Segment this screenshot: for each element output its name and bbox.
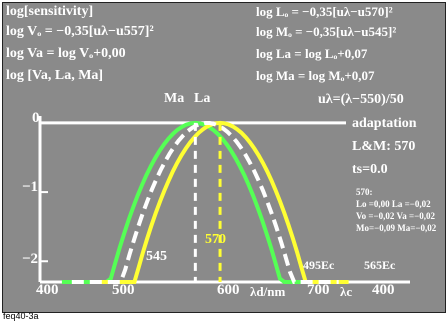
header-left-line3: log Va = log Vₒ+0,00 (6, 46, 126, 61)
header-left-line4: log [Va, La, Ma] (6, 68, 104, 83)
header-right-line1: log Lₒ = −0,35[uλ−u570]² (256, 4, 393, 19)
y-tick-minus1: −1 (22, 179, 39, 195)
header-right-line5: uλ=(λ−550)/50 (318, 92, 404, 107)
x-tick-700: 700 (307, 282, 330, 298)
header-right-line4: log Ma = log Mₒ+0,07 (256, 68, 375, 83)
x-tick-600: 600 (217, 282, 240, 298)
header-right-line3: log La = log Lₒ+0,07 (256, 46, 368, 61)
curve-white-557 (71, 121, 339, 284)
marker-la: La (194, 91, 211, 106)
legend-ts: ts=0.0 (352, 162, 388, 177)
header-left-line1: log[sensitivity] (6, 4, 94, 19)
x-axis-label-c: λc (340, 284, 353, 299)
x-tick-500: 500 (112, 282, 135, 298)
legend-block-title: 570: (356, 187, 373, 197)
plot-frame (2, 2, 446, 313)
legend-adaptation: adaptation (352, 116, 417, 131)
y-tick-0: 0 (32, 110, 40, 126)
y-tick-minus2: −2 (22, 251, 39, 267)
header-right-line2: log Mₒ = −0,35[uλ−u545]² (256, 24, 397, 39)
legend-lm: L&M: 570 (352, 139, 416, 154)
legend-row-mo: Mo=−0,09 Ma=−0,02 (356, 223, 437, 233)
legend-row-vo: Vo =−0,02 Va =−0,02 (356, 211, 435, 221)
annot-545: 545 (146, 249, 167, 264)
curve-green-545 (61, 120, 329, 284)
footer-code: feq40-3a (3, 311, 39, 321)
x-axis-label: λd/nm (250, 284, 286, 299)
legend-row-lo: Lo =0,00 La =−0,02 (356, 199, 431, 209)
header-left-line2: log Vₒ = −0,35[uλ−u557]² (6, 24, 154, 39)
annot-495ec: 495Ec (303, 258, 335, 272)
x-tick-400c: 400 (372, 282, 395, 298)
marker-ma: Ma (164, 91, 185, 106)
annot-570: 570 (205, 232, 226, 247)
annot-565ec: 565Ec (364, 258, 396, 272)
x-tick-400: 400 (36, 282, 59, 298)
